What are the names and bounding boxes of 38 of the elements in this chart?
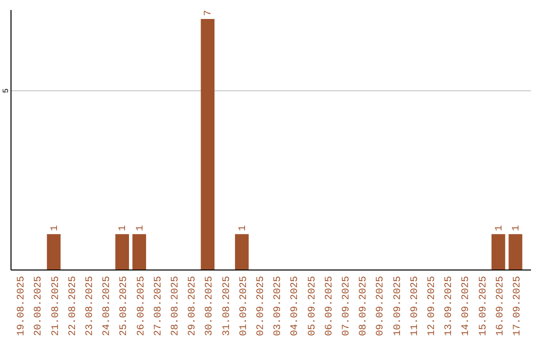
x-tick-label: 30.08.2025 [204,276,216,336]
x-tick-label: 04.09.2025 [290,276,302,336]
x-tick-label: 15.09.2025 [478,276,490,336]
x-tick-label: 17.09.2025 [512,276,524,336]
data-label: 7 [204,10,215,16]
x-tick-label: 09.09.2025 [376,276,387,336]
x-tick-label: 26.08.2025 [136,276,148,336]
data-label: 1 [135,225,146,232]
x-tick-label: 11.09.2025 [410,276,421,336]
x-tick-label: 21.08.2025 [50,276,62,336]
x-tick-label: 27.08.2025 [153,276,164,336]
x-tick-label: 19.08.2025 [16,276,28,336]
x-tick-label: 22.08.2025 [68,276,79,336]
x-tick-label: 25.08.2025 [119,276,130,336]
data-label: 1 [50,225,61,232]
x-tick-label: 01.09.2025 [238,276,250,336]
x-tick-label: 31.08.2025 [222,276,233,336]
x-tick-label: 16.09.2025 [495,276,506,336]
x-tick-label: 06.09.2025 [324,276,336,336]
x-tick-label: 29.08.2025 [188,276,199,336]
x-tick-label: 28.08.2025 [170,276,182,336]
data-label: 1 [118,225,130,232]
y-tick-label: 5 [2,88,11,94]
x-tick-label: 03.09.2025 [273,276,284,336]
x-tick-label: 05.09.2025 [307,276,318,336]
x-tick-label: 14.09.2025 [461,276,472,336]
x-tick-label: 07.09.2025 [341,276,352,336]
data-label: 1 [494,225,506,232]
x-tick-label: 10.09.2025 [392,276,404,336]
x-tick-label: 12.09.2025 [426,276,438,336]
data-label: 1 [238,225,249,232]
x-tick-label: 08.09.2025 [358,276,370,336]
data-label: 1 [511,225,522,232]
x-tick-label: 13.09.2025 [444,276,456,336]
x-tick-label: 20.08.2025 [34,276,45,336]
x-tick-label: 23.08.2025 [84,276,96,336]
x-tick-label: 02.09.2025 [256,276,267,336]
x-tick-label: 24.08.2025 [102,276,114,336]
